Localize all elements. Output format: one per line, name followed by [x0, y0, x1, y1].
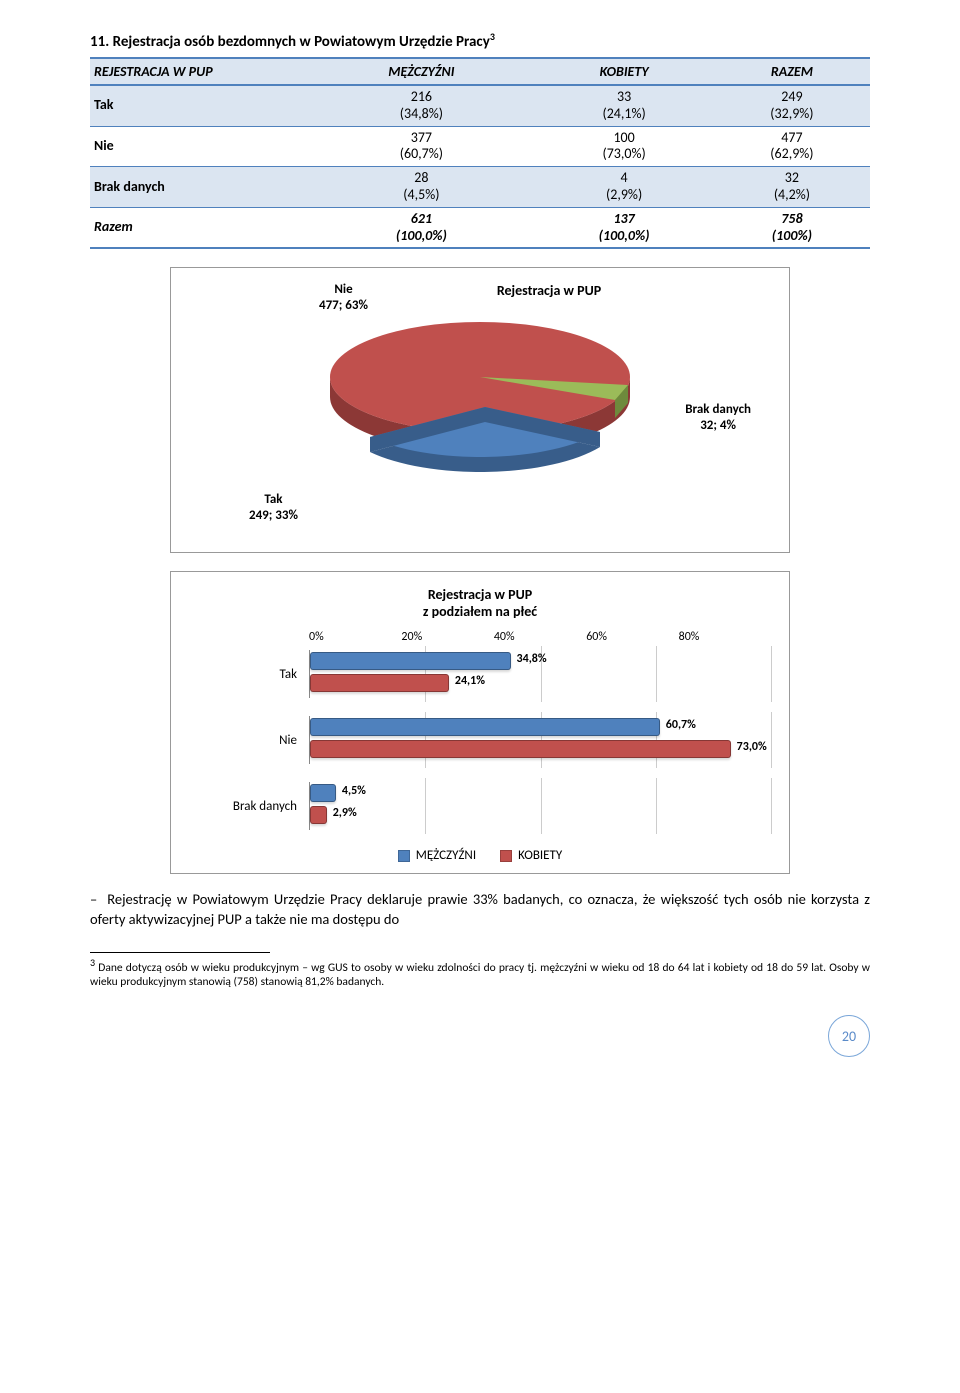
- bar-value-men: 34,8%: [517, 652, 547, 666]
- bar-value-men: 60,7%: [666, 718, 696, 732]
- pie-label-brak: Brak danych32; 4%: [685, 402, 751, 433]
- bar-women: [310, 674, 449, 692]
- legend-men: MĘŻCZYŹNI: [398, 848, 476, 863]
- footnote-num: 3: [90, 956, 95, 969]
- pie-chart-container: Nie477; 63% Rejestracja w PUP Brak danyc…: [170, 267, 790, 553]
- bar-men: [310, 652, 511, 670]
- cell-total: 477(62,9%): [714, 126, 870, 167]
- section-title: 11. Rejestracja osób bezdomnych w Powiat…: [90, 30, 870, 51]
- footnote-rule: [90, 952, 270, 953]
- axis-tick: 0%: [309, 630, 401, 644]
- row-label: Tak: [90, 85, 308, 126]
- pie-svg: [270, 282, 690, 492]
- th-label: REJESTRACJA W PUP: [90, 58, 308, 85]
- footnote-text: Dane dotyczą osób w wieku produkcyjnym –…: [90, 960, 870, 988]
- th-total: RAZEM: [714, 58, 870, 85]
- table-row: Tak216(34,8%)33(24,1%)249(32,9%): [90, 85, 870, 126]
- bar-category-label: Tak: [189, 667, 309, 682]
- section-title-text: 11. Rejestracja osób bezdomnych w Powiat…: [90, 33, 490, 51]
- cell-total: 249(32,9%): [714, 85, 870, 126]
- bar-row: Tak 34,8% 24,1%: [189, 650, 771, 698]
- table-row: Razem621(100,0%)137(100,0%)758(100%): [90, 207, 870, 248]
- cell-men: 216(34,8%): [308, 85, 534, 126]
- bar-row: Brak danych 4,5% 2,9%: [189, 782, 771, 830]
- bar-chart: 0%20%40%60%80% Tak 34,8% 24,1% Nie 60,7% 73,0…: [189, 630, 771, 830]
- bar-category-label: Brak danych: [189, 799, 309, 814]
- body-paragraph: –Rejestrację w Powiatowym Urzędzie Pracy…: [90, 890, 870, 929]
- legend-women: KOBIETY: [500, 848, 562, 863]
- bar-chart-container: Rejestracja w PUPz podziałem na płeć 0%2…: [170, 571, 790, 874]
- cell-women: 4(2,9%): [534, 167, 713, 208]
- pie-title: Rejestracja w PUP: [449, 282, 649, 299]
- row-label: Nie: [90, 126, 308, 167]
- th-women: KOBIETY: [534, 58, 713, 85]
- bar-track: 4,5% 2,9%: [309, 782, 771, 830]
- registration-table: REJESTRACJA W PUP MĘŻCZYŹNI KOBIETY RAZE…: [90, 57, 870, 249]
- bar-category-label: Nie: [189, 733, 309, 748]
- cell-total: 32(4,2%): [714, 167, 870, 208]
- table-header-row: REJESTRACJA W PUP MĘŻCZYŹNI KOBIETY RAZE…: [90, 58, 870, 85]
- cell-men: 377(60,7%): [308, 126, 534, 167]
- bar-value-women: 24,1%: [455, 674, 485, 688]
- footnote-mark: 3: [490, 30, 495, 43]
- axis-tick: 60%: [586, 630, 678, 644]
- bar-men: [310, 718, 660, 736]
- cell-women: 137(100,0%): [534, 207, 713, 248]
- legend-swatch-women: [500, 850, 512, 862]
- legend-swatch-men: [398, 850, 410, 862]
- row-label: Razem: [90, 207, 308, 248]
- legend-women-label: KOBIETY: [518, 848, 562, 863]
- cell-women: 33(24,1%): [534, 85, 713, 126]
- bar-women: [310, 740, 731, 758]
- bullet-dash: –: [90, 890, 107, 908]
- axis-tick: 20%: [401, 630, 493, 644]
- table-row: Brak danych28(4,5%)4(2,9%)32(4,2%): [90, 167, 870, 208]
- bar-value-women: 2,9%: [333, 806, 357, 820]
- axis-tick: 40%: [494, 630, 586, 644]
- footnote: 3 Dane dotyczą osób w wieku produkcyjnym…: [90, 957, 870, 990]
- bar-legend: MĘŻCZYŹNI KOBIETY: [189, 848, 771, 863]
- bar-women: [310, 806, 327, 824]
- bar-row: Nie 60,7% 73,0%: [189, 716, 771, 764]
- th-men: MĘŻCZYŹNI: [308, 58, 534, 85]
- cell-women: 100(73,0%): [534, 126, 713, 167]
- bar-track: 60,7% 73,0%: [309, 716, 771, 764]
- row-label: Brak danych: [90, 167, 308, 208]
- axis-tick: 80%: [679, 630, 771, 644]
- cell-men: 621(100,0%): [308, 207, 534, 248]
- bar-axis: 0%20%40%60%80%: [309, 630, 771, 644]
- cell-men: 28(4,5%): [308, 167, 534, 208]
- page-number: 20: [828, 1015, 870, 1057]
- cell-total: 758(100%): [714, 207, 870, 248]
- pie-label-tak: Tak249; 33%: [249, 492, 298, 523]
- bar-title: Rejestracja w PUPz podziałem na płeć: [189, 586, 771, 620]
- bar-value-men: 4,5%: [342, 784, 366, 798]
- bar-value-women: 73,0%: [737, 740, 767, 754]
- bar-men: [310, 784, 336, 802]
- legend-men-label: MĘŻCZYŹNI: [416, 848, 476, 863]
- paragraph-text: Rejestrację w Powiatowym Urzędzie Pracy …: [90, 890, 870, 928]
- pie-chart: Nie477; 63% Rejestracja w PUP Brak danyc…: [189, 282, 771, 542]
- pie-label-nie: Nie477; 63%: [319, 282, 368, 313]
- table-row: Nie377(60,7%)100(73,0%)477(62,9%): [90, 126, 870, 167]
- bar-track: 34,8% 24,1%: [309, 650, 771, 698]
